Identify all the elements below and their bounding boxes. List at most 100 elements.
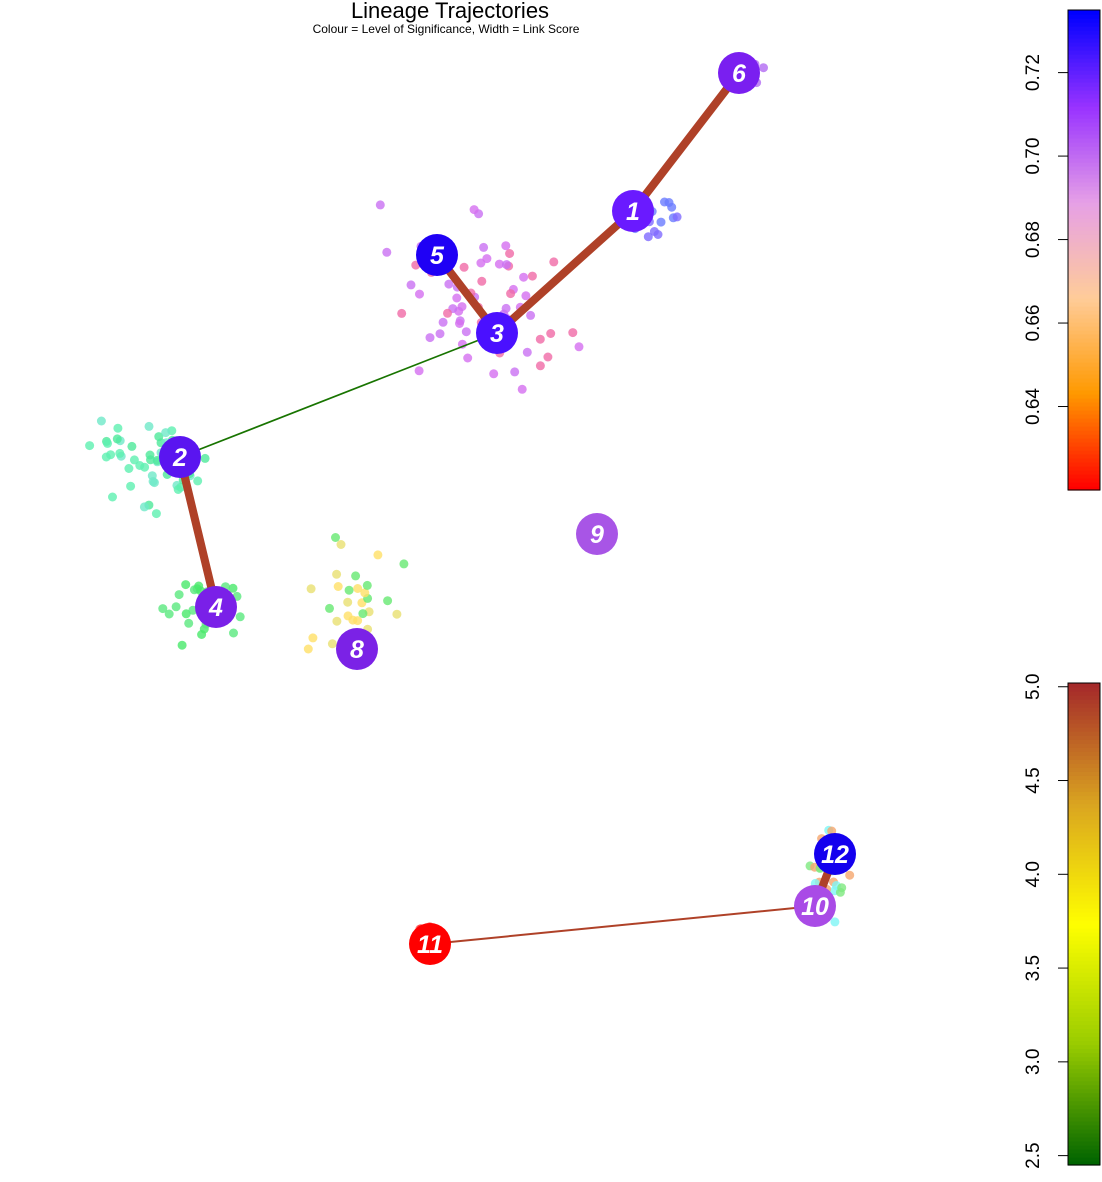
colorbar-segment bbox=[1068, 851, 1100, 857]
cell-point bbox=[343, 597, 353, 607]
cell-point bbox=[521, 291, 531, 301]
cell-point bbox=[194, 581, 204, 591]
cell-point bbox=[574, 342, 584, 352]
cluster-node-11 bbox=[409, 923, 451, 965]
cell-point bbox=[482, 254, 492, 264]
cluster-node-label: 9 bbox=[590, 521, 604, 549]
colorbar-segment bbox=[1068, 683, 1100, 688]
cluster-node-label: 12 bbox=[821, 841, 849, 869]
cell-point bbox=[229, 628, 238, 638]
colorbar-segment bbox=[1068, 1016, 1100, 1021]
chart-title: Lineage Trajectories bbox=[351, 0, 549, 23]
colorbar-segment bbox=[1068, 386, 1100, 391]
cluster-node-label: 2 bbox=[172, 444, 187, 472]
colorbar-segment bbox=[1068, 1092, 1100, 1098]
colorbar-segment bbox=[1068, 74, 1100, 79]
cell-point bbox=[506, 289, 516, 299]
colorbar-segment bbox=[1068, 154, 1100, 159]
colorbar-segment bbox=[1068, 302, 1100, 307]
colorbar-segment bbox=[1068, 446, 1100, 451]
colorbar-segment bbox=[1068, 214, 1100, 219]
cell-point bbox=[124, 464, 134, 473]
cell-point bbox=[415, 289, 424, 299]
colorbar-segment bbox=[1068, 110, 1100, 115]
cell-point bbox=[181, 580, 191, 590]
colorbar-segment bbox=[1068, 138, 1100, 143]
cluster-node-label: 1 bbox=[626, 198, 640, 226]
colorbar-segment bbox=[1068, 174, 1100, 179]
cell-point bbox=[184, 618, 194, 628]
colorbar-segment bbox=[1068, 202, 1100, 207]
colorbar-segment bbox=[1068, 130, 1100, 135]
colorbar-segment bbox=[1068, 988, 1100, 993]
colorbar-segment bbox=[1068, 450, 1100, 455]
colorbar-segment bbox=[1068, 799, 1100, 805]
cell-point bbox=[656, 217, 666, 227]
cell-point bbox=[425, 333, 435, 343]
colorbar-segment bbox=[1068, 944, 1100, 949]
cell-point bbox=[358, 609, 368, 619]
colorbar-tick-label: 0.70 bbox=[1023, 138, 1044, 175]
colorbar-tick-label: 0.66 bbox=[1023, 305, 1044, 342]
colorbar-segment bbox=[1068, 859, 1100, 865]
colorbar-segment bbox=[1068, 1064, 1100, 1070]
colorbar-segment bbox=[1068, 815, 1100, 821]
colorbar-segment bbox=[1068, 1160, 1100, 1166]
colorbar-segment bbox=[1068, 118, 1100, 123]
colorbar-segment bbox=[1068, 134, 1100, 139]
cell-point bbox=[135, 461, 145, 470]
colorbar-segment bbox=[1068, 26, 1100, 31]
cell-point bbox=[414, 366, 424, 376]
colorbar-segment bbox=[1068, 948, 1100, 953]
colorbar-segment bbox=[1068, 330, 1100, 335]
colorbar-segment bbox=[1068, 1004, 1100, 1009]
colorbar-segment bbox=[1068, 739, 1100, 744]
colorbar-segment bbox=[1068, 166, 1100, 171]
colorbar-segment bbox=[1068, 182, 1100, 187]
cell-point bbox=[406, 280, 416, 290]
cell-point bbox=[306, 584, 316, 594]
colorbar-segment bbox=[1068, 1156, 1100, 1162]
colorbar-segment bbox=[1068, 687, 1100, 692]
colorbar-segment bbox=[1068, 146, 1100, 151]
colorbar-segment bbox=[1068, 394, 1100, 399]
cell-point bbox=[344, 585, 354, 595]
cell-point bbox=[145, 450, 155, 460]
cell-point bbox=[336, 540, 346, 549]
colorbar-segment bbox=[1068, 984, 1100, 989]
cell-point bbox=[535, 361, 545, 371]
edge-1-6 bbox=[628, 68, 744, 216]
cell-point bbox=[375, 200, 385, 210]
colorbar-frame bbox=[1067, 682, 1101, 1166]
colorbar-segment bbox=[1068, 1116, 1100, 1122]
colorbar-segment bbox=[1068, 907, 1100, 913]
colorbar-frame bbox=[1067, 9, 1101, 491]
cell-point bbox=[303, 644, 313, 654]
colorbar-segment bbox=[1068, 486, 1100, 491]
colorbar-segment bbox=[1068, 334, 1100, 339]
colorbar-segment bbox=[1068, 270, 1100, 275]
colorbar-segment bbox=[1068, 298, 1100, 303]
edge-1-3 bbox=[492, 206, 638, 338]
colorbar-segment bbox=[1068, 62, 1100, 67]
colorbar-segment bbox=[1068, 960, 1100, 965]
cell-point bbox=[517, 384, 527, 394]
colorbar-segment bbox=[1068, 90, 1100, 95]
cell-point bbox=[457, 302, 467, 312]
cell-point bbox=[103, 438, 112, 448]
cell-point bbox=[444, 279, 454, 289]
colorbar-segment bbox=[1068, 771, 1100, 776]
colorbar-segment bbox=[1068, 462, 1100, 467]
colorbar-segment bbox=[1068, 194, 1100, 199]
colorbar-segment bbox=[1068, 775, 1100, 780]
colorbar-segment bbox=[1068, 731, 1100, 736]
colorbar-segment bbox=[1068, 126, 1100, 131]
colorbar-segment bbox=[1068, 114, 1100, 119]
colorbar-segment bbox=[1068, 1060, 1100, 1066]
cell-point bbox=[373, 550, 383, 560]
cluster-node-3 bbox=[476, 312, 518, 354]
colorbar-segment bbox=[1068, 791, 1100, 797]
colorbar-segment bbox=[1068, 350, 1100, 355]
colorbar-segment bbox=[1068, 1084, 1100, 1090]
cell-point bbox=[463, 353, 473, 363]
